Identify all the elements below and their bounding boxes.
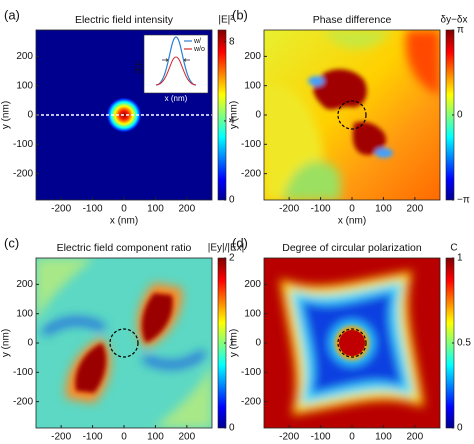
y-tick-label: 0: [27, 338, 33, 349]
x-tick-label: 100: [375, 204, 392, 215]
x-tick-label: -100: [83, 204, 103, 215]
y-tick-label: 200: [244, 279, 261, 290]
colorbar-tick-label: 0: [229, 195, 235, 206]
panel-title: Phase difference: [313, 14, 392, 26]
y-axis-label: y (nm): [229, 101, 240, 129]
colorbar-tick-label: 1: [229, 338, 235, 349]
x-tick-label: -200: [51, 204, 71, 215]
x-tick-label: 200: [179, 204, 196, 215]
colorbar-tick-label: 4: [229, 116, 235, 127]
y-tick-label: 0: [255, 338, 261, 349]
colorbar-tick-label: 0.5: [457, 338, 471, 349]
x-tick-label: 100: [375, 432, 392, 443]
colorbar-label: δy−δx: [441, 15, 468, 26]
x-tick-label: 0: [121, 204, 127, 215]
panel-title: Electric field component ratio: [57, 242, 192, 254]
colorbar-tick-label: 1: [457, 253, 463, 264]
colorbar-tick-label: π: [457, 25, 464, 36]
x-tick-label: -200: [279, 432, 299, 443]
colorbar-tick-label: 0: [229, 423, 235, 434]
heatmap-c: [36, 258, 212, 428]
x-axis-label: x (nm): [338, 216, 366, 227]
y-tick-label: -100: [241, 367, 261, 378]
y-tick-label: -100: [13, 139, 33, 150]
y-tick-label: 100: [16, 308, 33, 319]
colorbar-label: C: [450, 243, 457, 254]
colorbar-tick-label: 2: [229, 253, 235, 264]
x-tick-label: 0: [349, 204, 355, 215]
y-tick-label: 200: [244, 51, 261, 62]
y-tick-label: 100: [244, 80, 261, 91]
y-tick-label: -100: [241, 139, 261, 150]
x-tick-label: 200: [407, 204, 424, 215]
x-tick-label: -100: [311, 432, 331, 443]
y-tick-label: -100: [13, 367, 33, 378]
y-tick-label: 100: [244, 308, 261, 319]
y-tick-label: -200: [13, 168, 33, 179]
heatmap-d: [264, 258, 440, 428]
panel-title: Electric field intensity: [75, 14, 174, 26]
inset-y-label: |E|²: [134, 61, 143, 73]
colorbar: [217, 29, 227, 201]
y-tick-label: 200: [16, 51, 33, 62]
x-tick-label: -200: [279, 204, 299, 215]
x-tick-label: 100: [147, 204, 164, 215]
panel-title: Degree of circular polarization: [282, 242, 422, 254]
x-axis-label: x (nm): [110, 216, 138, 227]
inset-x-label: x (nm): [165, 94, 188, 103]
y-tick-label: -200: [241, 396, 261, 407]
x-tick-label: 100: [147, 432, 164, 443]
y-tick-label: 100: [16, 80, 33, 91]
y-tick-label: -200: [241, 168, 261, 179]
y-tick-label: 200: [16, 279, 33, 290]
x-tick-label: 0: [349, 432, 355, 443]
x-tick-label: -200: [51, 432, 71, 443]
x-tick-label: -100: [83, 432, 103, 443]
colorbar-label: |E|²: [218, 15, 234, 26]
panel-label: (a): [4, 7, 20, 22]
y-axis-label: y (nm): [1, 329, 12, 357]
colorbar-label: |Ey|/|Ex|: [208, 243, 245, 254]
y-tick-label: 0: [255, 110, 261, 121]
colorbar-tick-label: 0: [457, 110, 463, 121]
x-tick-label: 200: [179, 432, 196, 443]
panel-label: (c): [4, 235, 19, 250]
y-tick-label: -200: [13, 396, 33, 407]
heatmap-a: [36, 30, 212, 200]
heatmap-b: [264, 30, 440, 200]
y-tick-label: 0: [27, 110, 33, 121]
colorbar-tick-label: −π: [457, 195, 470, 206]
y-axis-label: y (nm): [1, 101, 12, 129]
panel-label: (b): [232, 7, 248, 22]
x-tick-label: 0: [121, 432, 127, 443]
colorbar-tick-label: 0: [457, 423, 463, 434]
colorbar-tick-label: 8: [229, 37, 235, 48]
legend-label: w/o: [193, 46, 205, 53]
x-tick-label: -100: [311, 204, 331, 215]
legend-label: w/: [193, 38, 201, 45]
y-axis-label: y (nm): [229, 329, 240, 357]
panel-label: (d): [232, 235, 248, 250]
x-tick-label: 200: [407, 432, 424, 443]
